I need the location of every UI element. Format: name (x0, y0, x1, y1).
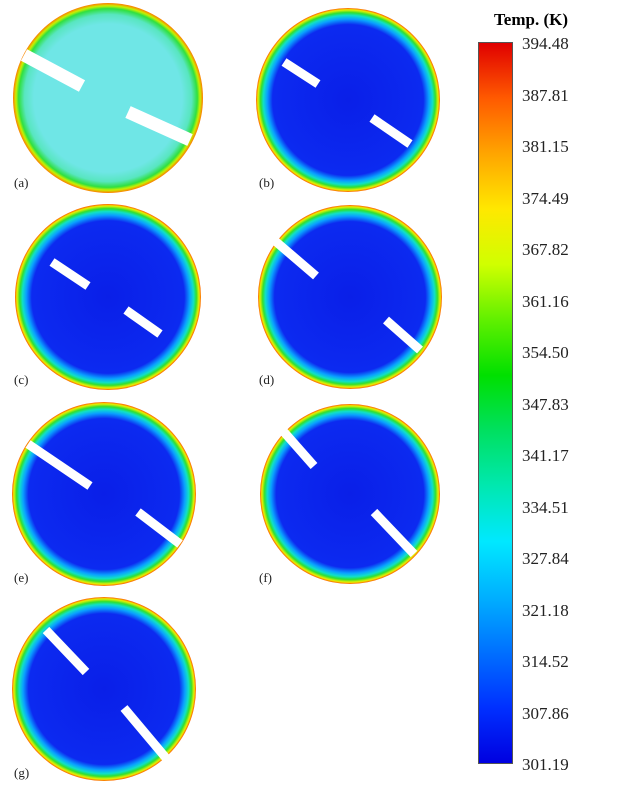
colorbar-tick: 367.82 (522, 240, 569, 259)
panel-label-d: (d) (259, 372, 275, 387)
colorbar-tick: 347.83 (522, 395, 569, 414)
panel-d (258, 205, 442, 389)
colorbar-tick: 354.50 (522, 343, 569, 362)
vessel-contour (12, 402, 196, 586)
colorbar-tick: 301.19 (522, 755, 569, 774)
impeller-blade-1 (281, 58, 321, 88)
impeller-blade-1 (49, 258, 91, 290)
colorbar-tick: 314.52 (522, 652, 569, 671)
impeller-blade-1 (20, 49, 86, 92)
impeller-blade-1 (25, 440, 93, 490)
colorbar-tick: 374.49 (522, 189, 569, 208)
impeller-blade-1 (42, 626, 90, 676)
vessel-contour (13, 3, 203, 193)
vessel-contour (12, 597, 196, 781)
impeller-blade-2 (125, 106, 193, 146)
vessel-contour (258, 205, 442, 389)
impeller-blade-2 (383, 316, 423, 354)
colorbar-tick: 307.86 (522, 704, 569, 723)
impeller-blade-1 (280, 429, 318, 469)
colorbar-tick: 361.16 (522, 292, 569, 311)
impeller-blade-2 (135, 508, 183, 548)
panel-label-c: (c) (14, 372, 29, 387)
colorbar-tick: 327.84 (522, 549, 569, 568)
impeller-blade-2 (120, 705, 170, 761)
colorbar-tick: 334.51 (522, 498, 569, 517)
panel-b (256, 8, 440, 192)
impeller-blade-2 (369, 114, 413, 148)
colorbar-tick: 321.18 (522, 601, 569, 620)
panel-label-f: (f) (259, 570, 272, 585)
impeller-blade-2 (370, 508, 418, 558)
colorbar-tick: 394.48 (522, 34, 569, 53)
panel-c (15, 204, 201, 390)
panel-label-a: (a) (14, 175, 29, 190)
colorbar-tick: 387.81 (522, 86, 569, 105)
vessel-contour (15, 204, 201, 390)
panel-a (13, 3, 203, 193)
colorbar (478, 42, 513, 764)
panel-label-e: (e) (14, 570, 29, 585)
panel-label-g: (g) (14, 765, 30, 780)
impeller-blade-1 (271, 236, 319, 280)
vessel-contour (256, 8, 440, 192)
panel-e (12, 402, 196, 586)
colorbar-title: Temp. (K) (494, 10, 568, 29)
colorbar-tick: 341.17 (522, 446, 569, 465)
panel-f (260, 404, 440, 584)
panel-label-b: (b) (259, 175, 275, 190)
impeller-blade-2 (123, 306, 163, 338)
panel-g (12, 597, 196, 781)
colorbar-tick: 381.15 (522, 137, 569, 156)
